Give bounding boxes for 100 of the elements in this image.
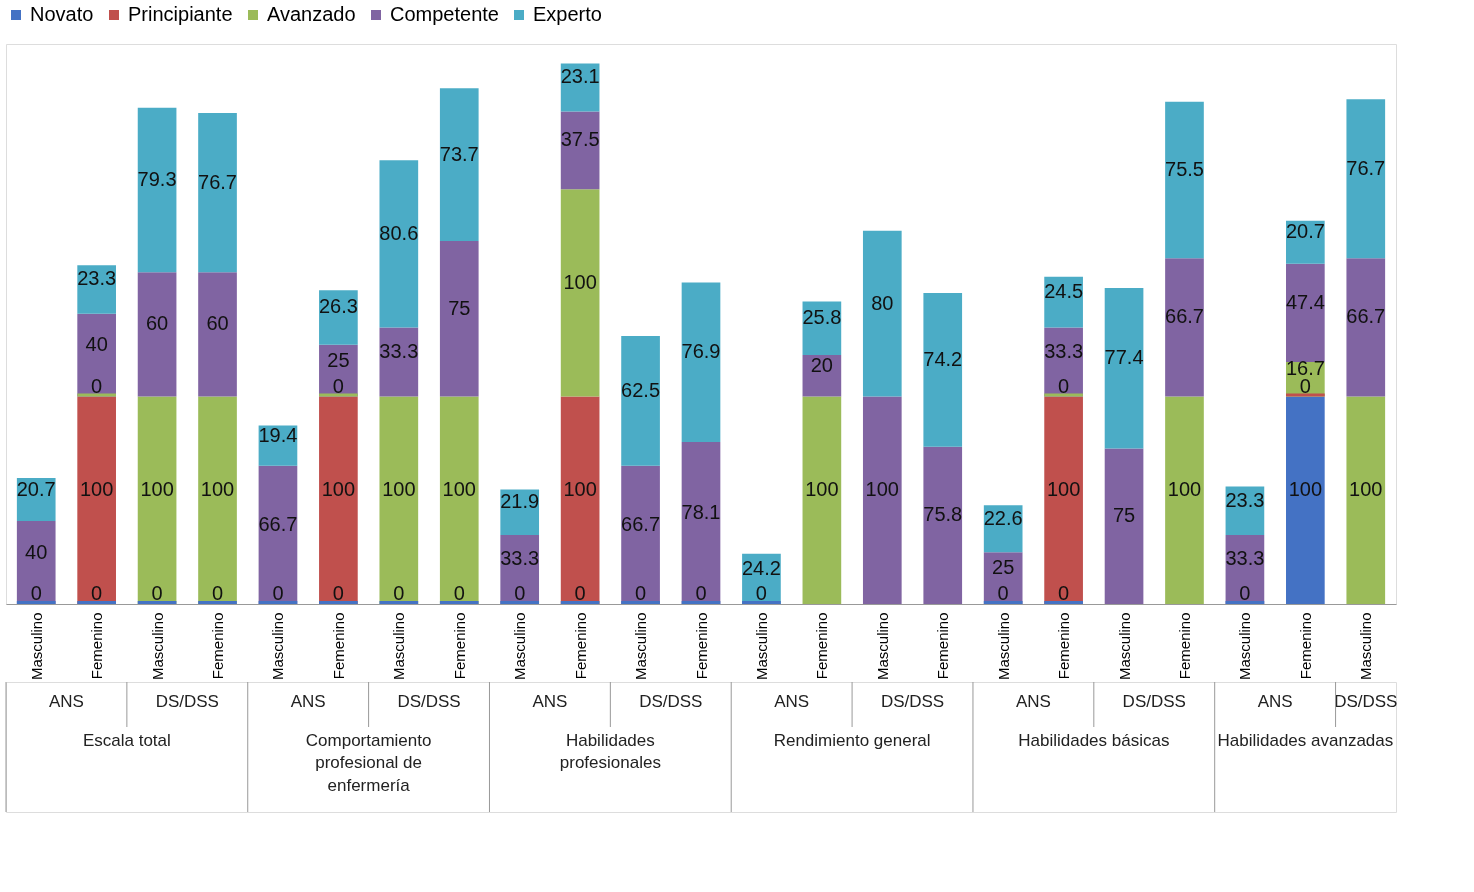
bar <box>560 396 600 604</box>
data-label: 33.3 <box>1225 547 1265 570</box>
bar <box>862 230 902 397</box>
data-label: 75 <box>448 296 471 319</box>
data-label: 23.1 <box>560 65 600 88</box>
bar <box>16 521 56 604</box>
data-label: 25 <box>327 348 350 371</box>
bar <box>621 336 660 466</box>
data-label: 0 <box>1239 582 1251 604</box>
data-label: 76.7 <box>198 170 237 193</box>
data-label: 66.7 <box>1346 305 1386 328</box>
data-label: 40 <box>85 333 108 356</box>
data-label: 0 <box>91 374 103 397</box>
data-label: 100 <box>382 478 416 501</box>
x-tick-label: Femenino <box>571 612 589 680</box>
data-label: 21.9 <box>500 490 540 513</box>
bar <box>198 601 237 604</box>
data-label: 0 <box>1058 374 1070 397</box>
data-label: 20.7 <box>16 477 56 500</box>
text: DS/DSS <box>639 692 703 712</box>
data-label: 0 <box>332 582 344 604</box>
data-label: 25 <box>992 556 1015 579</box>
data-label: 75 <box>1112 504 1136 527</box>
data-label: 100 <box>1349 478 1383 501</box>
text: ANS <box>774 692 810 712</box>
bar <box>1286 396 1325 604</box>
data-label: 100 <box>442 478 476 501</box>
bar <box>681 601 721 604</box>
x-tick-label: Masculino <box>27 612 45 681</box>
text: Rendimiento general <box>773 730 931 750</box>
bar <box>1225 601 1265 604</box>
data-label: 76.7 <box>1346 156 1386 179</box>
bar <box>681 442 721 604</box>
bar <box>621 465 660 604</box>
data-label: 100 <box>1167 478 1202 501</box>
bar <box>379 160 419 328</box>
data-label: 0 <box>514 582 526 604</box>
text: ANS <box>48 692 84 712</box>
x-tick-label: Masculino <box>752 612 770 681</box>
text: ANS <box>1015 692 1051 712</box>
data-label: 0 <box>997 582 1009 604</box>
text: Escala total <box>82 730 171 750</box>
data-label: 100 <box>1288 478 1323 501</box>
bar <box>379 601 419 604</box>
data-label: 100 <box>563 478 597 501</box>
bar <box>1165 101 1204 259</box>
data-label: 33.3 <box>1044 340 1084 363</box>
text: DS/DSS <box>1122 692 1186 712</box>
x-tick-label: Masculino <box>511 612 529 681</box>
x-tick-label: Femenino <box>1175 612 1193 680</box>
bar <box>379 396 419 604</box>
x-tick-label: Femenino <box>1296 612 1314 680</box>
data-label: 79.3 <box>137 167 177 190</box>
data-label: 100 <box>563 270 597 293</box>
data-label: 22.6 <box>983 506 1023 529</box>
bar <box>198 113 237 273</box>
text: DS/DSS <box>397 692 461 712</box>
bar <box>742 601 781 604</box>
data-label: 0 <box>574 582 586 604</box>
data-label: 100 <box>140 478 174 501</box>
bar <box>560 189 600 397</box>
data-label: 33.3 <box>379 340 419 363</box>
bar <box>1104 448 1144 604</box>
bar <box>681 282 721 443</box>
data-label: 19.4 <box>258 423 298 446</box>
bar <box>1346 99 1386 259</box>
data-label: 20.7 <box>1285 220 1325 243</box>
data-label: 100 <box>79 478 114 501</box>
text: ANS <box>290 692 326 712</box>
bar <box>16 601 56 604</box>
data-label: 40 <box>25 540 48 563</box>
bar <box>1346 258 1386 397</box>
data-label: 24.5 <box>1044 280 1084 303</box>
bar <box>137 601 177 604</box>
x-tick-label: Femenino <box>813 612 831 680</box>
bar <box>439 88 479 242</box>
data-label: 0 <box>30 582 42 604</box>
data-label: 0 <box>755 582 767 604</box>
x-tick-label: Femenino <box>934 612 952 680</box>
bar <box>319 396 358 604</box>
legend-label: Novato <box>30 3 94 25</box>
data-label: 76.9 <box>681 340 721 363</box>
bar <box>258 601 298 604</box>
text: Habilidades avanzadas <box>1217 730 1394 750</box>
bar <box>137 107 177 273</box>
bar <box>137 396 177 604</box>
text: DS/DSS <box>880 692 945 712</box>
bar <box>319 290 358 345</box>
x-tick-label: Femenino <box>88 612 106 680</box>
bar <box>258 465 298 604</box>
bar <box>1104 287 1144 449</box>
text: DS/DSS <box>1334 692 1398 712</box>
bar <box>923 292 963 447</box>
data-label: 0 <box>91 582 103 604</box>
data-label: 33.3 <box>500 547 540 570</box>
data-label: 100 <box>200 478 235 501</box>
bar <box>923 446 963 604</box>
text: Habilidades profesionales <box>559 730 661 773</box>
data-label: 24.2 <box>741 556 781 579</box>
bar <box>319 601 358 604</box>
